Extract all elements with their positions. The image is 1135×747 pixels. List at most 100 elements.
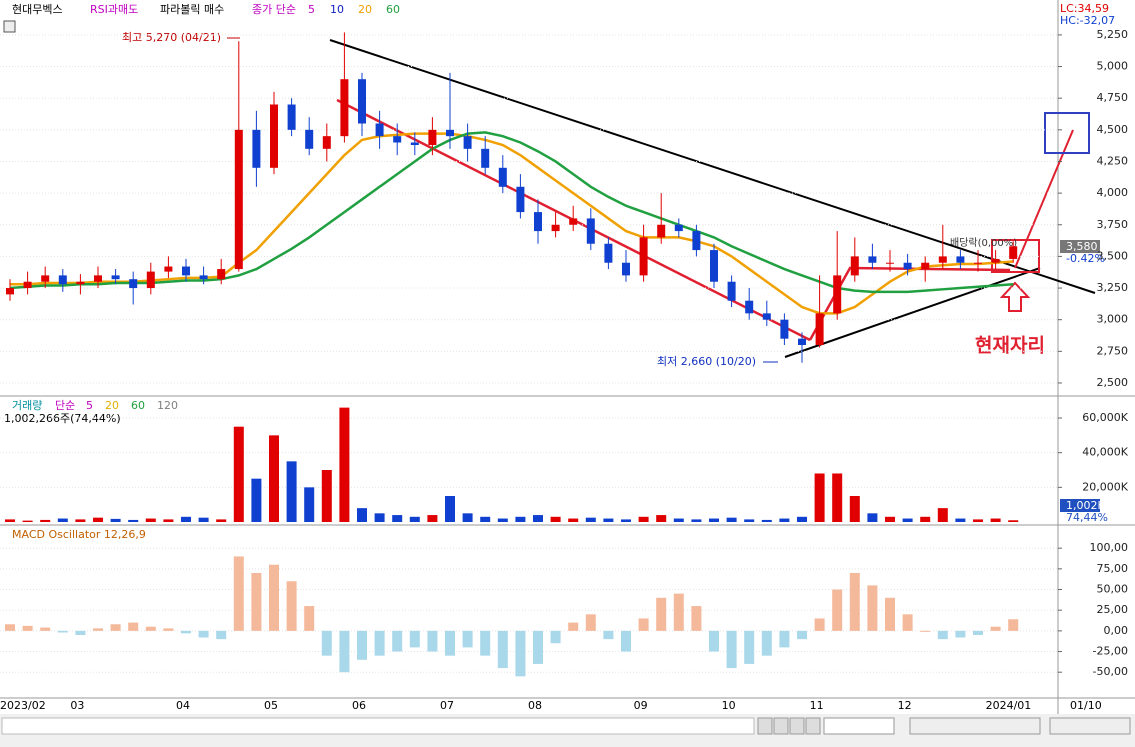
x-tick-label: 06 [352, 699, 366, 712]
bar [181, 516, 191, 522]
bar [814, 618, 825, 631]
bar [216, 630, 227, 640]
bar [409, 516, 420, 522]
candle-body [23, 281, 32, 289]
ma-line [10, 132, 1014, 315]
bar [392, 515, 403, 522]
scroll-stop[interactable] [789, 717, 805, 735]
y-tick-label: 4,500 [1097, 123, 1129, 136]
bar [269, 564, 279, 631]
legend-entry: 10 [330, 3, 344, 16]
candle-body [428, 129, 437, 146]
volume-badge [1060, 499, 1100, 512]
scroll-left[interactable] [757, 717, 773, 735]
candle-body [710, 250, 718, 282]
bar [269, 435, 279, 522]
y-tick-label: 40,000K [1082, 446, 1128, 459]
bar [110, 624, 121, 631]
y-tick-label: 3,250 [1097, 281, 1129, 294]
bar [75, 519, 86, 522]
price-badge-text: 3,580 [1066, 240, 1098, 253]
candle-body [674, 224, 683, 232]
bar [5, 624, 15, 631]
lc: LC:34,59 [1060, 2, 1109, 15]
bar [709, 518, 719, 522]
y-tick-label: 75,00 [1097, 562, 1129, 575]
scrollbar[interactable] [1, 717, 755, 735]
bar [110, 518, 121, 522]
bar [304, 606, 315, 631]
bar [585, 517, 596, 522]
bar [40, 519, 51, 522]
candle-body [868, 256, 877, 263]
bar [251, 478, 262, 522]
candle-body [41, 275, 50, 282]
bar [726, 630, 737, 669]
candle-body [991, 258, 1000, 263]
bar [374, 513, 385, 522]
legend-entry: 120 [157, 399, 178, 412]
x-tick-label: 09 [634, 699, 648, 712]
bar [761, 519, 772, 522]
bar [445, 630, 455, 656]
bar [427, 630, 438, 652]
bar [621, 630, 631, 652]
x-tick-label: 11 [810, 699, 824, 712]
table-icon[interactable] [3, 20, 16, 33]
bar [57, 518, 68, 522]
x-tick-label: 04 [176, 699, 190, 712]
bar [603, 630, 614, 640]
legend-entry: 5 [308, 3, 315, 16]
y-tick-label: 2,500 [1097, 376, 1129, 389]
bar [779, 630, 790, 648]
y-tick-label: 3,750 [1097, 218, 1129, 231]
high-label: 최고 5,270 (04/21) [122, 31, 221, 44]
bar [357, 630, 367, 660]
legend-entry: 5 [86, 399, 93, 412]
bar [973, 630, 983, 635]
x-tick-label: 2023/02 [0, 699, 46, 712]
bar [603, 518, 614, 522]
bar [427, 515, 438, 522]
bar [145, 626, 156, 631]
bar [990, 626, 1001, 631]
bar [832, 589, 843, 631]
bar [990, 518, 1001, 522]
bar [902, 518, 913, 522]
bar [515, 630, 526, 677]
candle-body [94, 275, 102, 282]
y-tick-label: 4,250 [1097, 154, 1129, 167]
bar [22, 625, 33, 631]
bar [673, 593, 684, 631]
y-tick-label: 25,00 [1097, 603, 1129, 616]
bar [638, 516, 649, 522]
bar [321, 470, 332, 522]
scroll-first[interactable] [773, 717, 789, 735]
candle-body [604, 243, 613, 263]
bar [937, 508, 948, 522]
candle-body [129, 279, 138, 289]
bar [744, 519, 755, 522]
y-tick-label: 60,000K [1082, 411, 1128, 424]
bar [849, 496, 860, 522]
candle-body [498, 167, 507, 187]
candle-body [745, 300, 754, 314]
bar [163, 519, 174, 522]
trend-line [784, 267, 1041, 358]
zoom-buttons[interactable] [909, 717, 1041, 735]
candle-body [762, 313, 771, 320]
candle-body [111, 275, 120, 280]
scroll-right[interactable] [805, 717, 821, 735]
zoom-slider[interactable] [823, 717, 895, 735]
bar [480, 630, 491, 656]
bar [198, 517, 209, 522]
bar [761, 630, 772, 656]
candle-body [886, 262, 894, 264]
bar [568, 518, 579, 522]
bar [462, 513, 473, 522]
candle-body [322, 136, 331, 149]
candle-body [6, 288, 14, 295]
legend-entry: 60 [386, 3, 400, 16]
font-buttons[interactable] [1049, 717, 1131, 735]
